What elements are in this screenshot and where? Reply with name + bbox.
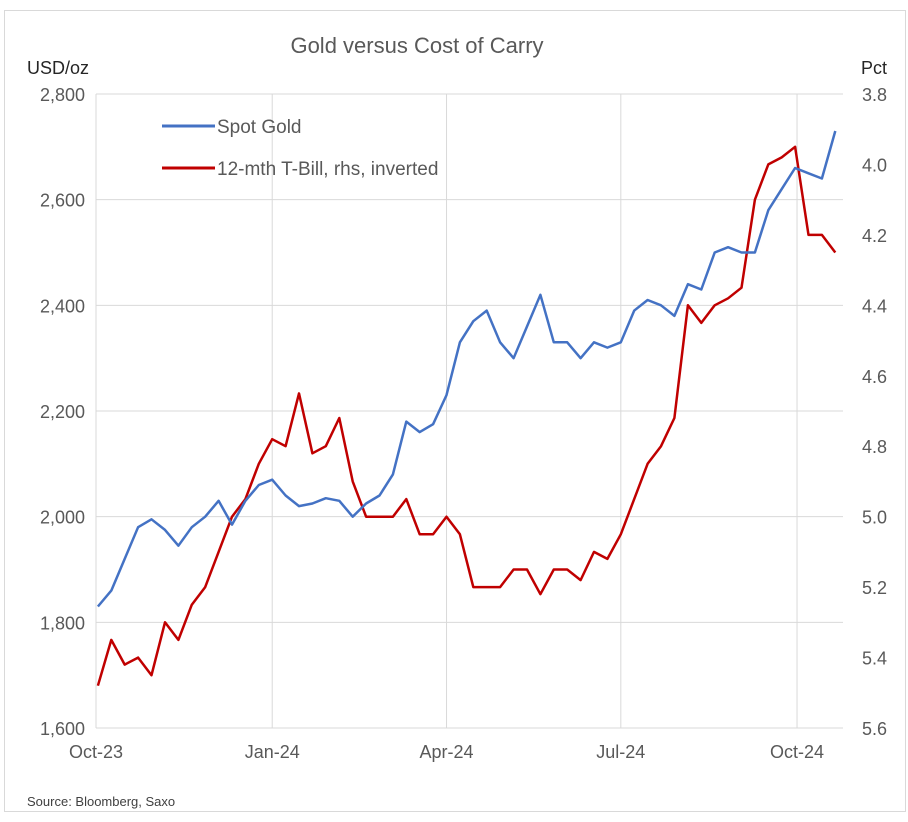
x-tick-label: Oct-24 — [770, 742, 824, 762]
grid — [95, 93, 843, 729]
spot-gold-series-line — [96, 130, 837, 608]
y-right-tick-label: 5.6 — [862, 719, 887, 739]
y-right-tick-label: 4.8 — [862, 437, 887, 457]
y-right-tick-label: 4.2 — [862, 226, 887, 246]
chart-frame: 1,600 1,800 2,000 2,200 2,400 2,600 2,800 5.6 5.… — [4, 10, 906, 812]
y-left-tick-label: 2,600 — [40, 191, 85, 211]
legend-label-spot-gold: Spot Gold — [217, 117, 302, 138]
y-left-tick-label: 1,800 — [40, 613, 85, 633]
y-left-tick-label: 1,600 — [40, 719, 85, 739]
tick-labels: 1,600 1,800 2,000 2,200 2,400 2,600 2,800 5.6 5.… — [40, 85, 887, 762]
legend-label-tbill: 12-mth T-Bill, rhs, inverted — [217, 159, 438, 180]
x-tick-label: Oct-23 — [69, 742, 123, 762]
y-right-tick-label: 5.2 — [862, 578, 887, 598]
right-axis-label: Pct — [861, 58, 887, 78]
left-axis-label: USD/oz — [27, 58, 89, 78]
x-tick-label: Apr-24 — [419, 742, 473, 762]
y-left-tick-label: 2,200 — [40, 402, 85, 422]
y-left-tick-label: 2,800 — [40, 85, 85, 105]
chart-title: Gold versus Cost of Carry — [290, 33, 543, 58]
legend: Spot Gold 12-mth T-Bill, rhs, inverted — [162, 117, 438, 180]
y-right-tick-label: 4.0 — [862, 155, 887, 175]
y-right-tick-label: 5.4 — [862, 649, 887, 669]
tbill-series-line — [96, 145, 837, 687]
x-tick-label: Jan-24 — [245, 742, 300, 762]
y-right-tick-label: 4.6 — [862, 367, 887, 387]
y-left-tick-label: 2,000 — [40, 508, 85, 528]
y-right-tick-label: 5.0 — [862, 508, 887, 528]
y-right-tick-label: 3.8 — [862, 85, 887, 105]
y-right-tick-label: 4.4 — [862, 296, 887, 316]
y-left-tick-label: 2,400 — [40, 296, 85, 316]
x-tick-label: Jul-24 — [596, 742, 645, 762]
series-lines — [96, 130, 837, 687]
chart: 1,600 1,800 2,000 2,200 2,400 2,600 2,800 5.6 5.… — [27, 33, 887, 809]
source-note: Source: Bloomberg, Saxo — [27, 794, 175, 809]
